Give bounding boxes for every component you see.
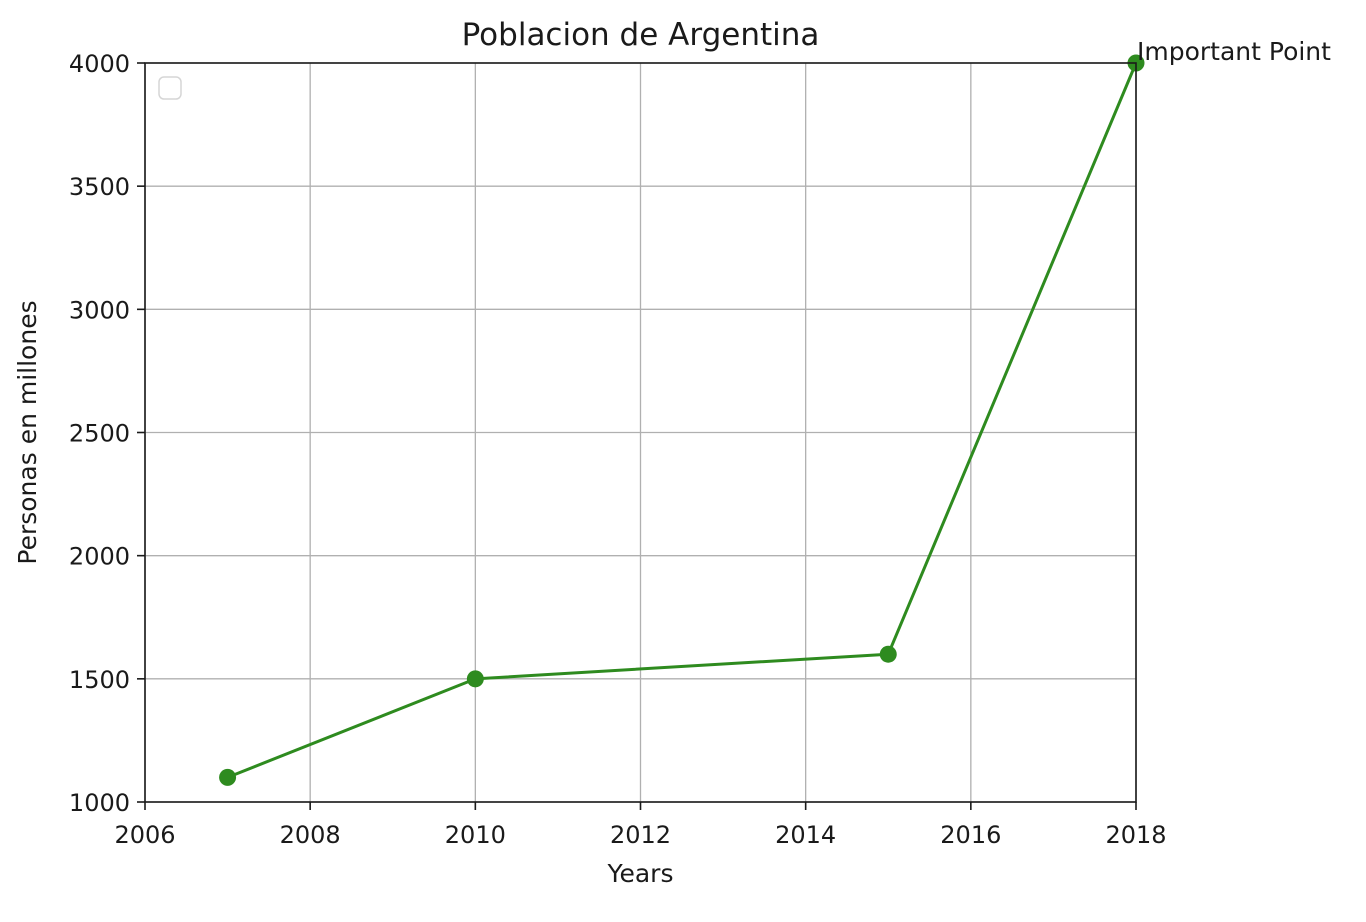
chart-title: Poblacion de Argentina — [462, 17, 820, 53]
x-axis-label: Years — [607, 859, 674, 888]
legend-box — [158, 76, 182, 100]
data-point — [466, 670, 484, 688]
y-tick-label: 1500 — [69, 666, 130, 694]
series-line — [227, 62, 1138, 779]
x-tick-label: 2008 — [280, 821, 341, 849]
y-tick-label: 1000 — [69, 789, 130, 817]
data-point — [879, 645, 897, 663]
y-tick-label: 2500 — [69, 420, 130, 448]
annotation-important-point: Important Point — [1137, 37, 1331, 66]
x-tick-label: 2012 — [610, 821, 671, 849]
x-tick-label: 2006 — [114, 821, 175, 849]
y-tick-label: 3500 — [69, 173, 130, 201]
x-tick-label: 2016 — [940, 821, 1001, 849]
y-axis-label: Personas en millones — [13, 300, 42, 564]
y-tick-label: 2000 — [69, 543, 130, 571]
axis-ticks: 2006 2008 2010 2012 2014 2016 2018 1000 1500 2000… — [69, 50, 1167, 849]
x-tick-label: 2014 — [775, 821, 836, 849]
y-tick-label: 4000 — [69, 50, 130, 78]
x-tick-label: 2018 — [1105, 821, 1166, 849]
y-tick-label: 3000 — [69, 296, 130, 324]
data-point — [219, 768, 237, 786]
x-tick-label: 2010 — [445, 821, 506, 849]
